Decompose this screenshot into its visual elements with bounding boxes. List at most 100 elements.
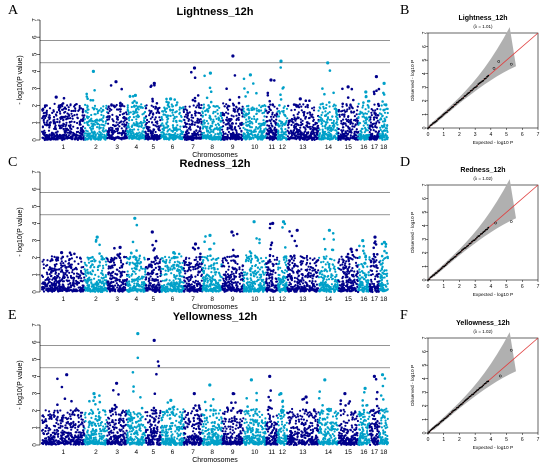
chart-c-chr-2-point [101, 269, 104, 272]
chart-a-chr-6-peak [169, 97, 173, 101]
chart-a-chr-1-point [61, 108, 64, 111]
chart-c-chr-7-point [197, 287, 200, 291]
chart-a-chr-17-point [369, 121, 372, 124]
chart-a-chr-5-point [157, 127, 160, 131]
chart-a-chr-1-point [56, 130, 59, 133]
chart-a-chr-17-point [370, 111, 373, 114]
chart-c-chr-3-point [118, 266, 121, 269]
chart-c-chr-3-point [118, 252, 122, 256]
chart-c-chr-4-point [130, 274, 133, 277]
chart-a-chr-9-point [241, 115, 244, 118]
chart-a-chr-10-point [255, 107, 258, 110]
chart-a-chr-3-peak [114, 80, 118, 84]
chart-a-chr-8-point [212, 118, 215, 121]
chart-a-chr-13-point [304, 128, 307, 131]
chart-c-chr-6-point [181, 261, 184, 264]
chart-c-chr-1-point [64, 272, 67, 275]
chart-a-chr-3-point [108, 115, 111, 118]
chart-a-chr-4-point [127, 113, 130, 116]
chart-c-chr-2-point [101, 272, 104, 275]
chart-a-chr-11-point [273, 79, 276, 82]
chart-a-chr-18-point [384, 103, 388, 106]
chart-c-chr-2-point [97, 285, 100, 288]
chart-a-chr-4-point [143, 110, 147, 114]
chart-c-chr-2-point [98, 264, 101, 267]
chart-a-chr-6-point [179, 114, 182, 117]
chart-a-chr-1-point [50, 134, 54, 137]
chart-c-chr-3-point [111, 287, 114, 290]
chart-c-chr-1-point [71, 271, 74, 274]
chart-c-chr-5-point [148, 277, 151, 280]
chart-a-chr-4-point [134, 110, 137, 113]
chart-a-chr-13-point [290, 123, 293, 127]
chart-a-chr-17-point [368, 131, 371, 134]
chart-a-chr-18-point [383, 138, 386, 141]
chart-a-chr-15-point [351, 125, 354, 128]
chart-a-chr-3-point [122, 116, 125, 119]
chart-a-chr-10-point [256, 118, 259, 121]
chart-c-chr-1-point [46, 259, 49, 262]
chart-b-y-tick-label: 2 [422, 99, 428, 102]
chart-a-chr-11-point [272, 115, 275, 119]
chart-c-chr-6-point [172, 279, 175, 282]
chart-a-chr-2-point [89, 135, 93, 138]
chart-a-chr-5-point [150, 132, 153, 135]
chart-b-point [446, 111, 448, 113]
chart-a-chr-8-point [210, 130, 213, 133]
chart-c-chr-2-point [93, 277, 96, 280]
chart-a-chr-6-point [164, 108, 167, 111]
chart-c-chr-8-point [217, 271, 221, 274]
chart-a-chr-4-point [141, 113, 144, 116]
chart-a-chr-1-point [83, 114, 86, 117]
chart-a-chr-11-point [269, 109, 272, 112]
chart-a-chr-7-point [193, 123, 196, 126]
chart-a-chr-2-point [103, 124, 106, 127]
chart-a-chr-1-point [58, 127, 62, 130]
chart-c-chr-6-point [180, 281, 184, 284]
chart-c-chr-6-point [161, 260, 164, 263]
chart-a-chr-3-point [118, 121, 121, 124]
chart-c-chr-7-point [199, 258, 202, 261]
chart-a-chr-17-point [369, 118, 372, 121]
chart-a-chr-13-point [297, 124, 300, 127]
chart-a-chr-15-point [354, 123, 357, 126]
chart-c-chr-3-point [113, 256, 116, 259]
chart-a-chr-8-point [205, 119, 208, 123]
chart-a-chr-9-point [231, 122, 234, 125]
chart-a-chr-13-point [312, 119, 315, 123]
chart-a-chr-7-point [184, 105, 187, 108]
chart-a-chr-15-point [337, 127, 340, 131]
chart-a-chr-1-point [81, 133, 84, 136]
chart-a-chr-17-point [376, 136, 379, 139]
chart-a-chr-9-point [237, 116, 240, 119]
chart-a-chr-10-point [260, 109, 263, 112]
chart-a-chr-6-point [171, 105, 175, 108]
chart-a-chr-15-point [350, 118, 353, 121]
chart-a-chr-13-point [308, 99, 311, 102]
chart-a-chr-1-point [61, 102, 65, 105]
chart-a-chr-5-point [157, 125, 160, 128]
chart-a-chr-13-point [297, 117, 300, 120]
chart-c-chr-1-point [69, 253, 73, 257]
chart-a-chr-13-point [297, 135, 300, 138]
chart-a-chr-16-point [358, 113, 361, 116]
chart-a-chr-3-point [123, 132, 126, 135]
chart-c-y-tick-label: 2 [33, 255, 39, 259]
chart-a-chr-5-point [151, 99, 154, 103]
chart-a-chr-10-point [263, 129, 266, 133]
chart-a-chr-12-point [281, 130, 284, 133]
chart-c-chr-6-point [173, 286, 176, 289]
chart-b-x-tick-label: 2 [458, 132, 461, 138]
chart-c-chr-7-point [195, 289, 198, 292]
chart-c-chr-4-point [135, 223, 139, 227]
chart-a-chr-13-point [299, 124, 302, 127]
chart-a-chr-13-point [304, 105, 307, 108]
chart-a-chr-4-point [131, 128, 134, 131]
chart-c-chr-5-point [151, 243, 154, 247]
chart-a-chr-6-point [172, 120, 175, 123]
chart-a-chr-13-point [294, 123, 297, 126]
chart-c-chr-6-point [164, 287, 167, 290]
chart-c-chr-6-point [169, 267, 172, 270]
chart-c-chr-1-point [54, 258, 58, 261]
chart-c-chr-4-point [133, 282, 136, 285]
